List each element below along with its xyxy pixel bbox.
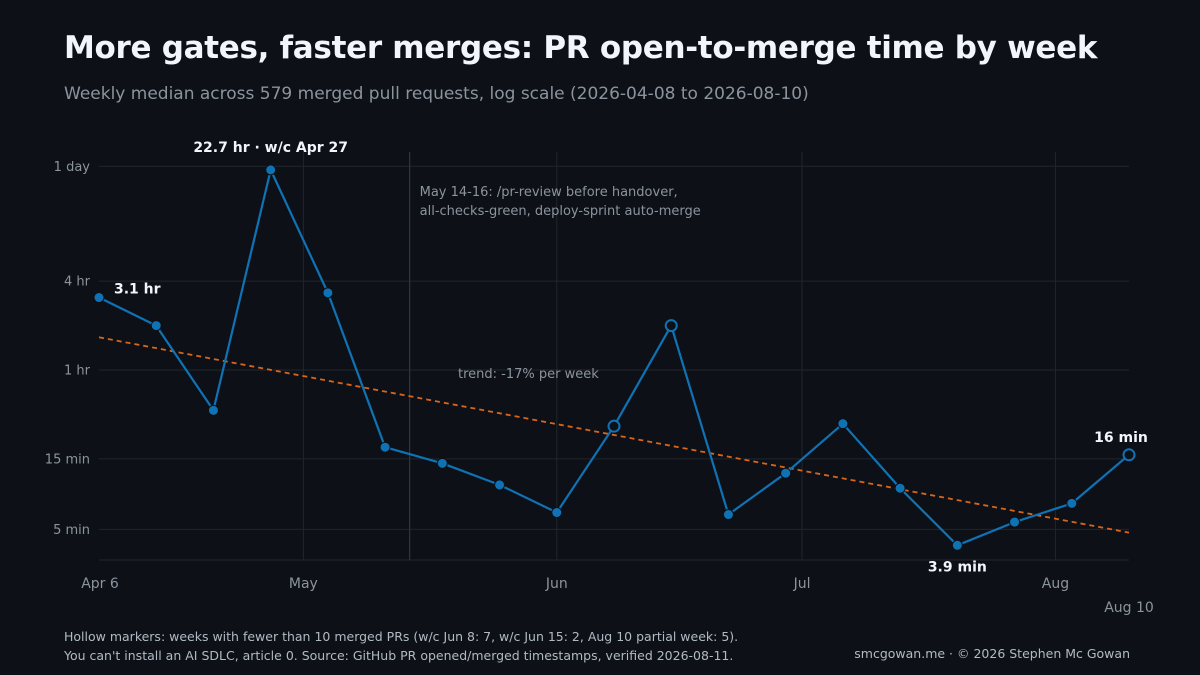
y-tick-label: 15 min: [45, 452, 90, 467]
callouts: 3.1 hr 22.7 hr · w/c Apr 27 3.9 min 16 min: [114, 140, 1148, 575]
data-point: [379, 441, 391, 453]
data-point-hollow: [607, 419, 621, 433]
chart-title: More gates, faster merges: PR open-to-me…: [64, 30, 1098, 66]
data-point-hollow: [1122, 448, 1136, 462]
data-callout: 22.7 hr · w/c Apr 27: [193, 140, 348, 156]
trend-line-group: trend: -17% per week: [98, 336, 1130, 534]
data-point: [894, 482, 906, 494]
gridlines: [99, 152, 1129, 561]
footer-line-1: Hollow markers: weeks with fewer than 10…: [64, 629, 739, 644]
chart-subtitle: Weekly median across 579 merged pull req…: [64, 84, 809, 104]
data-callout: 3.1 hr: [114, 282, 161, 298]
event-annotation-line-1: May 14-16: /pr-review before handover,: [420, 185, 678, 200]
trend-label: trend: -17% per week: [458, 367, 599, 382]
footer-line-2: You can't install an AI SDLC, article 0.…: [64, 648, 734, 663]
x-tick-label: Apr 6: [81, 576, 119, 592]
series-group: [93, 164, 1136, 551]
data-point: [722, 509, 734, 521]
x-tick-label: Jun: [545, 576, 568, 592]
x-tick-label: Aug 10: [1104, 600, 1154, 616]
data-point: [494, 479, 506, 491]
data-point: [551, 507, 563, 519]
x-tick-label: May: [289, 576, 318, 592]
data-point: [322, 287, 334, 299]
y-axis-ticks: 1 day 4 hr 1 hr 15 min 5 min: [45, 160, 91, 538]
data-point: [1066, 497, 1078, 509]
y-tick-label: 1 day: [54, 160, 91, 175]
data-point: [1009, 516, 1021, 528]
y-tick-label: 5 min: [53, 523, 90, 538]
series-line: [98, 168, 1130, 547]
data-point: [150, 320, 162, 332]
x-tick-label: Aug: [1042, 576, 1069, 592]
data-point: [837, 418, 849, 430]
y-tick-label: 1 hr: [64, 364, 91, 379]
event-annotation-line-2: all-checks-green, deploy-sprint auto-mer…: [420, 204, 701, 219]
data-point: [951, 539, 963, 551]
y-tick-label: 4 hr: [64, 275, 91, 290]
footer-notes: Hollow markers: weeks with fewer than 10…: [64, 627, 738, 665]
data-point: [207, 404, 219, 416]
data-point: [436, 457, 448, 469]
data-callout: 16 min: [1094, 430, 1148, 446]
data-callout: 3.9 min: [928, 559, 987, 575]
x-tick-label: Jul: [793, 576, 811, 592]
data-point: [780, 467, 792, 479]
footer-credit: smcgowan.me · © 2026 Stephen Mc Gowan: [854, 646, 1130, 661]
data-point: [265, 164, 277, 176]
data-point-hollow: [664, 319, 678, 333]
x-axis-ticks: Apr 6 May Jun Jul Aug Aug 10: [81, 576, 1154, 616]
data-point: [93, 292, 105, 304]
annotations: May 14-16: /pr-review before handover, al…: [409, 152, 701, 560]
trend-line: [98, 336, 1130, 534]
